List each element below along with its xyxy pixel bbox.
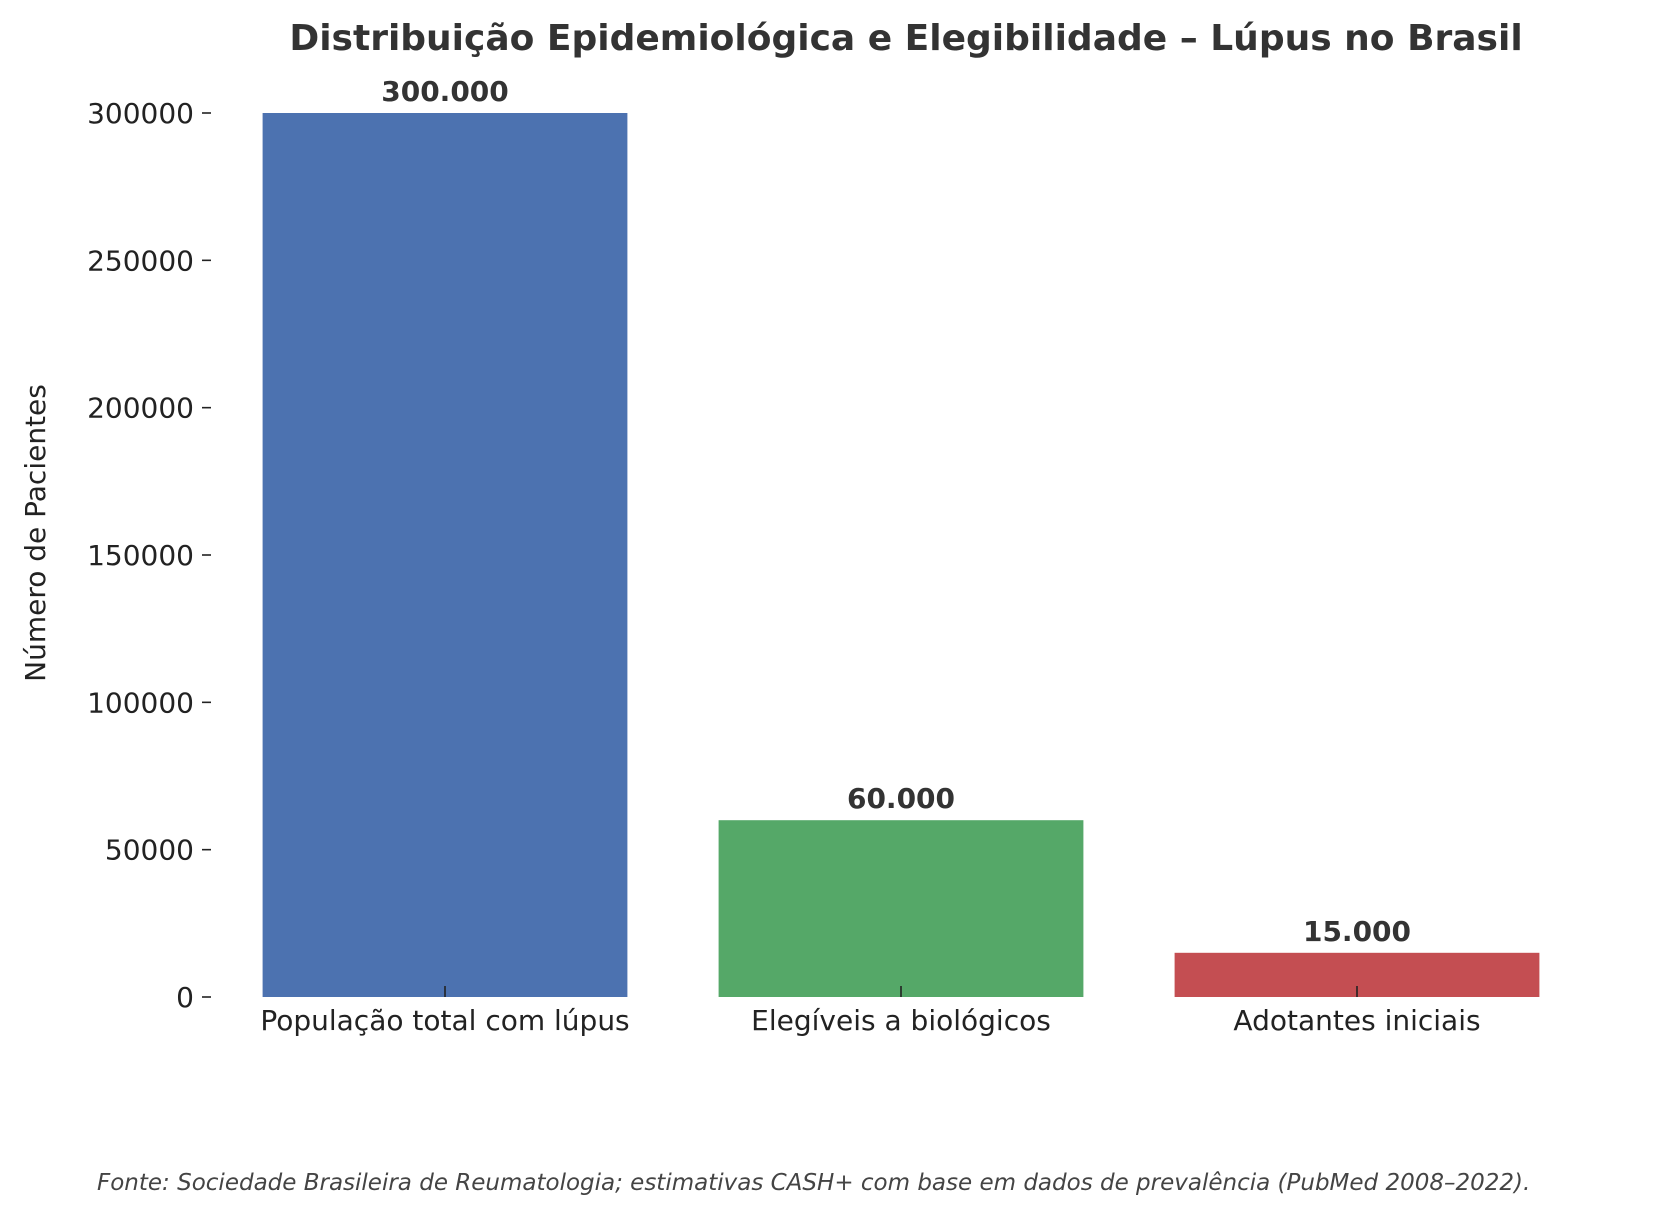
y-tick-label: 100000 <box>87 686 194 719</box>
y-axis-label: Número de Pacientes <box>19 384 52 682</box>
chart-title: Distribuição Epidemiológica e Elegibilid… <box>289 18 1522 59</box>
y-axis: 0 50000 100000 150000 200000 250000 300000 <box>87 97 211 1014</box>
x-tick-label: Elegíveis a biológicos <box>751 1004 1051 1037</box>
y-tick-label: 50000 <box>105 834 194 867</box>
bars-group: 300.000 60.000 15.000 <box>262 75 1540 997</box>
y-tick-label: 200000 <box>87 392 194 425</box>
x-tick-label: População total com lúpus <box>260 1004 629 1037</box>
y-tick-label: 300000 <box>87 97 194 130</box>
y-tick-label: 150000 <box>87 539 194 572</box>
y-tick-label: 0 <box>176 981 194 1014</box>
bar <box>262 113 628 997</box>
y-tick-label: 250000 <box>87 244 194 277</box>
data-label: 60.000 <box>847 782 955 815</box>
data-label: 15.000 <box>1303 915 1411 948</box>
source-note: Fonte: Sociedade Brasileira de Reumatolo… <box>97 1170 1530 1196</box>
data-label: 300.000 <box>381 75 509 108</box>
x-tick-label: Adotantes iniciais <box>1233 1004 1480 1037</box>
bar <box>718 820 1084 997</box>
x-axis: População total com lúpus Elegíveis a bio… <box>260 986 1481 1037</box>
